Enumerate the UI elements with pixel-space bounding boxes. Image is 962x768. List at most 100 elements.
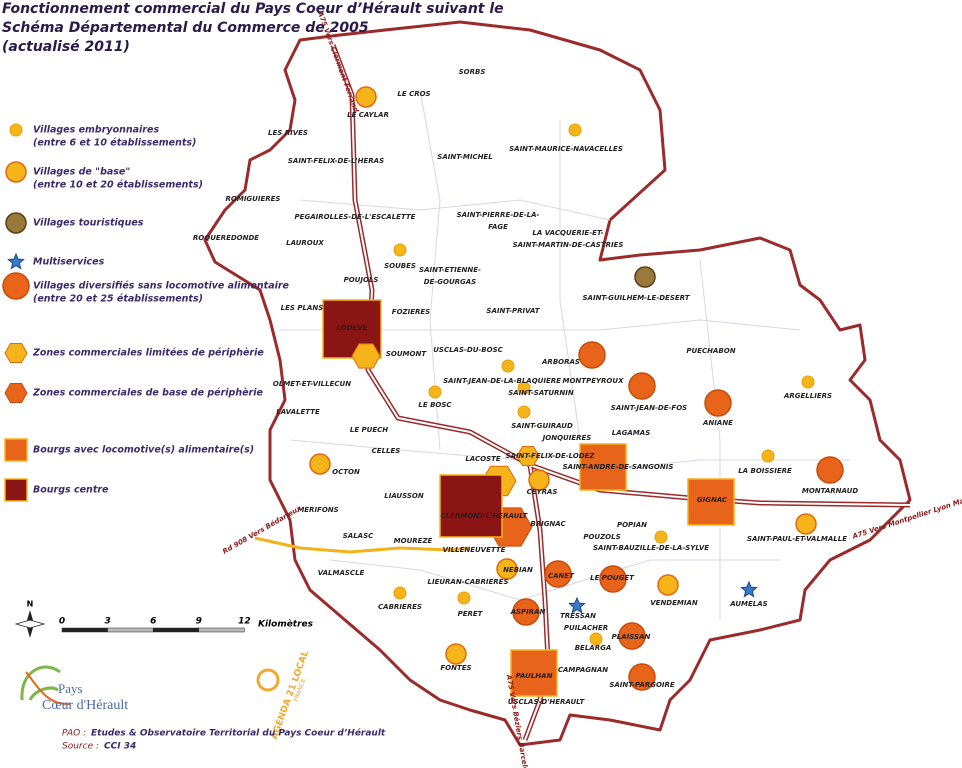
- legend-label: Multiservices: [33, 257, 105, 268]
- legend-label: Bourgs centre: [33, 485, 109, 496]
- place-label: SAINT-PIERRE-DE-LA-: [457, 211, 540, 219]
- place-label: PUILACHER: [564, 624, 608, 632]
- legend-label: Zones commerciales limitées de périphèri…: [32, 348, 264, 359]
- place-label: POUZOLS: [583, 533, 620, 541]
- diversified-village: [816, 456, 844, 484]
- place-label: MERIFONS: [297, 506, 338, 514]
- scale-segment: [61, 627, 108, 633]
- place-label: OCTON: [332, 468, 360, 476]
- place-label: SAINT-FELIX-DE-L'HERAS: [288, 157, 384, 165]
- place-label: SOUBES: [384, 262, 416, 270]
- legend-label: Villages diversifiés sans locomotive ali…: [33, 281, 290, 292]
- base-village: [309, 453, 331, 475]
- base-zone: [4, 383, 28, 403]
- footer-label: PAO :: [62, 729, 86, 739]
- logo-swirl: [25, 671, 71, 706]
- place-label: ARBORAS: [541, 358, 580, 366]
- place-label: PEGAIROLLES-DE-L'ESCALETTE: [295, 213, 416, 221]
- title-line: Fonctionnement commercial du Pays Coeur …: [2, 1, 504, 17]
- place-label: LIAUSSON: [384, 492, 424, 500]
- embryo-village: [393, 243, 407, 257]
- bourg-centre: [4, 478, 28, 502]
- diversified-village: [544, 560, 572, 588]
- place-label: SAINT-JEAN-DE-FOS: [611, 404, 687, 412]
- diversified-village: [618, 622, 646, 650]
- place-label: PERET: [458, 610, 484, 618]
- scale-tick-label: 0: [59, 617, 65, 627]
- scale-tick-label: 12: [238, 617, 251, 627]
- logo-text: Pays: [58, 681, 83, 696]
- place-label: MOUREZE: [394, 537, 433, 545]
- place-label: USCLAS-D'HERAULT: [508, 698, 586, 706]
- multiservice: [7, 252, 25, 270]
- bourg-locomotive: [579, 443, 627, 491]
- bourg-locomotive: [510, 649, 558, 697]
- place-label: CLERMONT-L'HERAULT: [441, 512, 529, 520]
- bourg-locomotive: [4, 438, 28, 462]
- place-label: POPIAN: [617, 521, 647, 529]
- place-label: USCLAS-DU-BOSC: [433, 346, 503, 354]
- place-label: LODEVE: [337, 324, 368, 332]
- place-label: SAINT-GUILHEM-LE-DESERT: [583, 294, 691, 302]
- place-label: SAINT-PAUL-ET-VALMALLE: [747, 535, 847, 543]
- place-label: LAGAMAS: [612, 429, 650, 437]
- scale-segment: [152, 627, 200, 633]
- place-label: MONTPEYROUX: [563, 377, 625, 385]
- embryo-village: [654, 530, 668, 544]
- place-label: MONTARNAUD: [802, 487, 858, 495]
- legend: Villages embryonnaires (entre 6 et 10 éta…: [2, 123, 290, 502]
- place-label: SAINT-ETIENNE-: [419, 266, 481, 274]
- north-arrow: [14, 619, 46, 629]
- place-label: ARGELLIERS: [783, 392, 832, 400]
- base-village: [528, 469, 550, 491]
- limited-zone: [351, 343, 381, 369]
- diversified-village: [512, 598, 540, 626]
- place-label: ASPIRAN: [510, 608, 546, 616]
- base-village: [5, 161, 27, 183]
- place-label: SAINT-FELIX-DE-LODEZ: [505, 452, 595, 460]
- place-label: LES PLANS: [281, 304, 324, 312]
- diversified-village: [578, 341, 606, 369]
- place-label: AUMELAS: [729, 600, 767, 608]
- scale-tick-label: 9: [196, 617, 202, 627]
- embryo-village: [568, 123, 582, 137]
- place-label: SALASC: [343, 532, 374, 540]
- place-label: NEBIAN: [503, 566, 533, 574]
- place-label: CAMPAGNAN: [558, 666, 608, 674]
- legend-label: (entre 20 et 25 établissements): [33, 294, 203, 305]
- place-label: LES RIVES: [268, 129, 308, 137]
- place-label: DE-GOURGAS: [424, 278, 476, 286]
- place-label: OLMET-ET-VILLECUN: [273, 380, 351, 388]
- place-label: LE PUECH: [350, 426, 388, 434]
- place-label: LIEURAN-CABRIERES: [428, 578, 509, 586]
- place-label: LE CAYLAR: [347, 111, 389, 119]
- legend-label: Villages de "base": [33, 167, 130, 178]
- legend-label: (entre 10 et 20 établissements): [33, 180, 203, 191]
- scale-tick-label: 3: [104, 617, 110, 627]
- place-label: LAUROUX: [286, 239, 324, 247]
- north-label: N: [27, 600, 34, 609]
- scale-segment: [107, 627, 154, 633]
- diversified-village: [599, 565, 627, 593]
- embryo-village: [457, 591, 471, 605]
- title-line: (actualisé 2011): [2, 39, 130, 55]
- place-label: SAINT-MICHEL: [437, 153, 492, 161]
- embryo-village: [501, 359, 515, 373]
- scale-unit: Kilomètres: [258, 619, 314, 630]
- place-label: CELLES: [372, 447, 401, 455]
- place-label: BRIGNAC: [530, 520, 566, 528]
- place-label: FAGE: [488, 223, 508, 231]
- embryo-village: [517, 381, 531, 395]
- diversified-village: [628, 372, 656, 400]
- place-label: SAINT-PARGOIRE: [609, 681, 675, 689]
- footer-label: Source :: [62, 742, 99, 752]
- place-label: PUECHABON: [686, 347, 735, 355]
- base-village: [355, 86, 377, 108]
- place-label: PAULHAN: [516, 672, 553, 680]
- place-label: FONTES: [440, 664, 471, 672]
- place-label: SAINT-MARTIN-DE-CASTRIES: [513, 241, 624, 249]
- place-label: SAINT-PRIVAT: [486, 307, 540, 315]
- places: SORBS LE CROS LE CAYLAR LES RIVES SAINT-FELI…: [193, 68, 858, 706]
- logo-text: Cœur d'Hérault: [42, 698, 128, 713]
- multiservice: [740, 580, 758, 598]
